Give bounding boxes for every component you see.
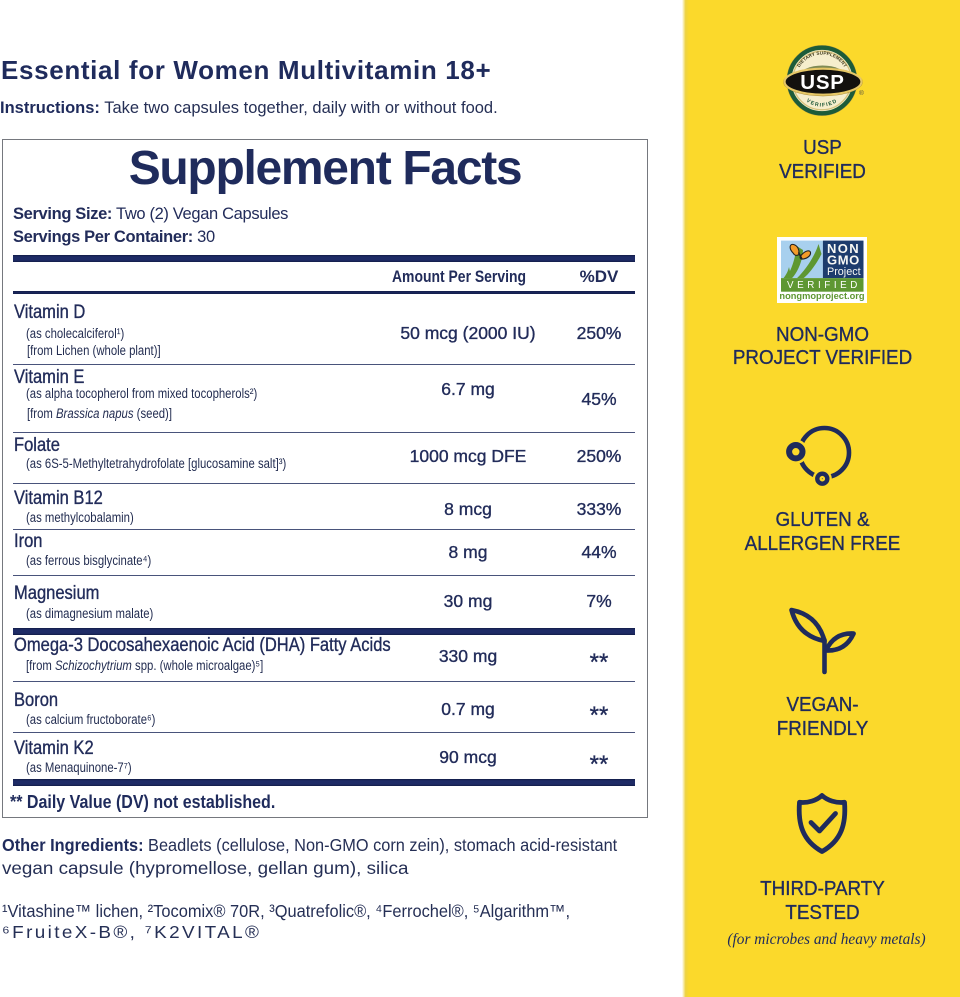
svg-text:VERIFIED: VERIFIED [805,98,839,109]
svg-text:VERIFIED: VERIFIED [787,280,861,291]
svg-text:®: ® [859,89,864,97]
svg-text:GMO: GMO [827,253,860,268]
svg-text:nongmoproject.org: nongmoproject.org [779,291,865,301]
svg-text:NON: NON [827,241,860,256]
svg-text:USP: USP [800,71,845,94]
svg-text:Project: Project [827,266,861,278]
